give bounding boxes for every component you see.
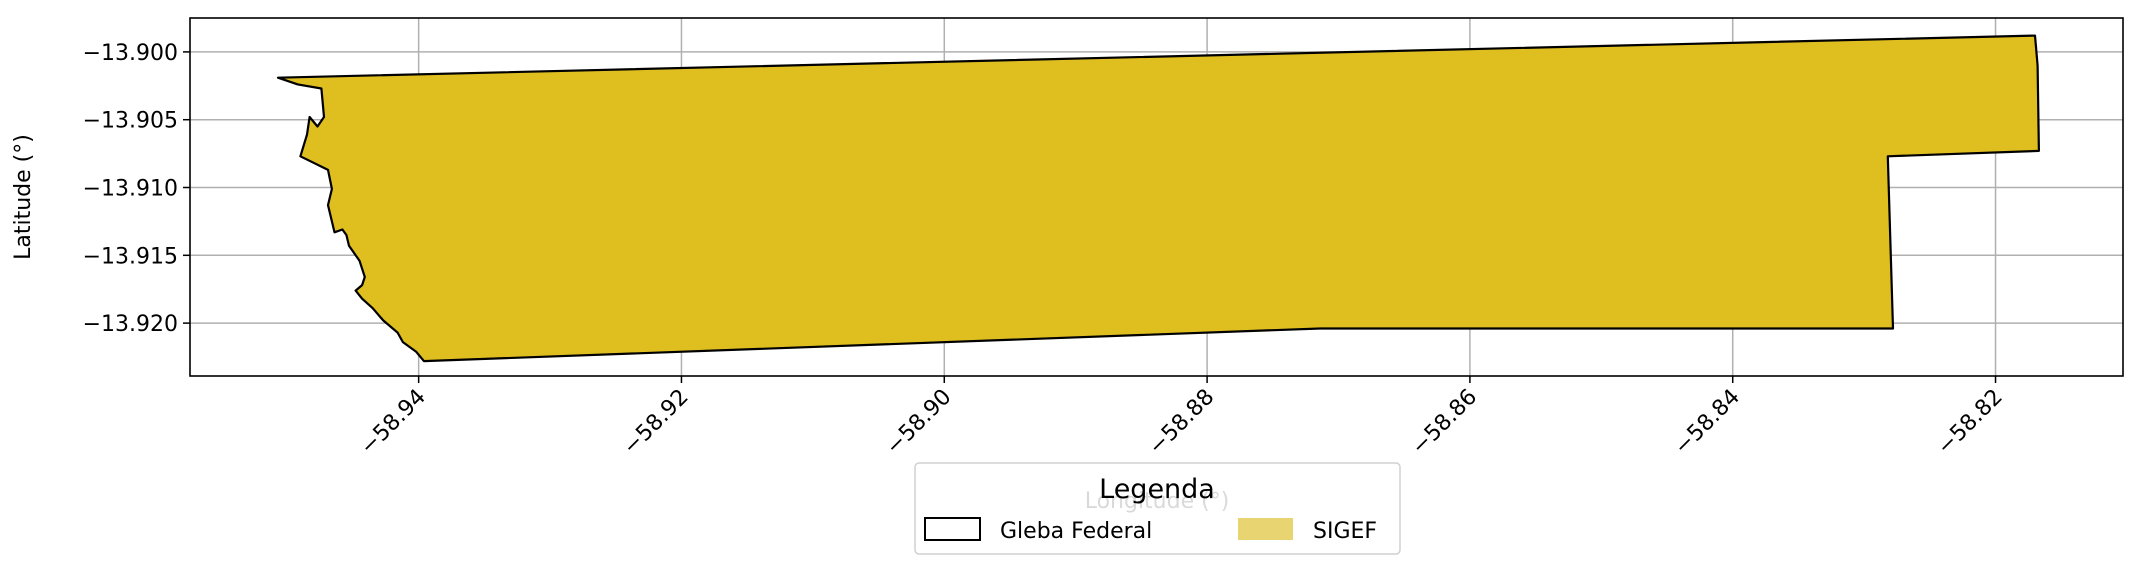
legend-label: Gleba Federal [1000,519,1152,544]
x-tick-label: −58.84 [1670,385,1745,460]
region-polygon [276,34,2040,363]
x-tick-label: −58.94 [356,385,431,460]
x-tick-label: −58.86 [1407,385,1482,460]
x-tick-label: −58.90 [881,385,956,460]
legend-label: SIGEF [1313,519,1377,544]
y-axis-label: Latitude (°) [11,134,36,260]
legend-title: Legenda [1099,474,1215,505]
x-tick-label: −58.88 [1144,385,1219,460]
axes-frame [189,17,2124,377]
legend-swatch [1238,518,1293,540]
y-tick-label: −13.920 [83,312,178,337]
y-tick-label: −13.900 [83,41,178,66]
legend: Legenda Gleba Federal SIGEF [914,462,1401,555]
x-tick-label: −58.82 [1933,385,2008,460]
y-tick-label: −13.905 [83,109,178,134]
y-tick-label: −13.915 [83,244,178,269]
x-tick-label: −58.92 [618,385,693,460]
y-tick-label: −13.910 [83,177,178,202]
legend-swatch [924,517,981,541]
